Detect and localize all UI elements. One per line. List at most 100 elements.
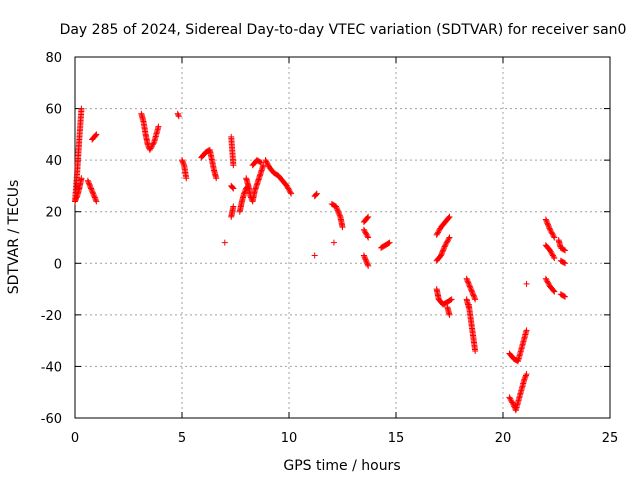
y-tick-label: 60 (45, 103, 62, 118)
data-series-seg10 (228, 133, 237, 169)
y-tick-label: 40 (45, 154, 62, 169)
data-series-seg14 (243, 162, 267, 205)
data-series-seg37 (542, 275, 558, 295)
data-point-markers (523, 280, 530, 287)
data-series-seg25 (433, 213, 453, 238)
data-point-markers (221, 239, 228, 246)
data-series-seg02 (72, 175, 85, 205)
data-series-seg40 (557, 291, 569, 300)
data-series-seg35 (542, 216, 558, 241)
data-point-markers (506, 327, 530, 365)
data-series-seg27 (433, 286, 455, 308)
data-series-seg06 (174, 110, 182, 120)
data-point-markers (463, 296, 472, 311)
data-series-seg12 (228, 182, 237, 192)
data-point-markers (249, 157, 265, 169)
y-tick-label: -40 (41, 360, 62, 375)
data-series-seg18 (311, 190, 320, 200)
data-series-seg30 (465, 301, 479, 354)
data-point-markers (228, 133, 237, 169)
data-point-markers (360, 213, 372, 226)
y-tick-label: 0 (54, 257, 62, 272)
data-point-markers (174, 110, 182, 120)
x-tick-label: 20 (495, 431, 512, 446)
data-point-markers (328, 200, 346, 231)
x-axis-label: GPS time / hours (283, 458, 400, 474)
data-point-markers (198, 146, 220, 182)
y-tick-labels: -60 -40 -20 0 20 40 60 80 (41, 51, 62, 427)
data-point-markers (228, 182, 237, 192)
x-tick-label: 25 (602, 431, 619, 446)
data-series-seg05 (138, 110, 162, 153)
data-point-markers (89, 131, 100, 143)
data-series-seg33 (506, 371, 530, 414)
data-points (72, 105, 569, 414)
data-series-seg29 (463, 275, 479, 303)
x-tick-label: 5 (178, 431, 186, 446)
x-tick-label: 0 (71, 431, 79, 446)
data-series-seg32 (506, 327, 530, 365)
data-series-seg09 (221, 239, 228, 246)
data-series-seg15 (249, 157, 265, 169)
data-series-seg17 (311, 252, 318, 259)
data-series-seg08 (198, 146, 220, 182)
data-point-markers (84, 177, 100, 205)
data-point-markers (506, 371, 530, 414)
data-point-markers (243, 162, 267, 205)
data-point-markers (557, 257, 569, 267)
data-point-markers (542, 216, 558, 241)
y-tick-label: -20 (41, 309, 62, 324)
y-axis-label: SDTVAR / TECUs (6, 180, 22, 295)
data-point-markers (138, 110, 162, 153)
y-tick-label: 80 (45, 51, 62, 66)
data-series-seg23 (360, 252, 372, 269)
data-series-seg04 (89, 131, 100, 143)
data-series-seg16 (262, 157, 295, 197)
data-series-seg11 (228, 203, 237, 220)
data-point-markers (378, 239, 393, 251)
axis-ticks (74, 56, 611, 419)
x-tick-label: 10 (281, 431, 298, 446)
data-point-markers (311, 252, 318, 259)
data-point-markers (228, 203, 237, 220)
y-tick-label: 20 (45, 206, 62, 221)
data-point-markers (311, 190, 320, 200)
data-series-seg28 (444, 304, 453, 318)
data-point-markers (72, 175, 85, 205)
x-tick-labels: 0 5 10 15 20 25 (71, 431, 618, 446)
data-series-seg31 (463, 296, 472, 311)
data-point-markers (463, 275, 479, 303)
data-point-markers (360, 252, 372, 269)
data-point-markers (262, 157, 295, 197)
plot-frame (74, 56, 611, 419)
data-point-markers (433, 234, 453, 264)
data-series-seg39 (557, 257, 569, 267)
data-series-seg26 (433, 234, 453, 264)
data-point-markers (330, 239, 337, 246)
data-series-seg24 (378, 239, 393, 251)
data-point-markers (433, 286, 455, 308)
chart-title: Day 285 of 2024, Sidereal Day-to-day VTE… (60, 22, 627, 38)
data-series-seg34 (523, 280, 530, 287)
data-series-seg03 (84, 177, 100, 205)
x-tick-label: 15 (388, 431, 405, 446)
grid-lines (75, 57, 610, 418)
data-point-markers (542, 275, 558, 295)
data-point-markers (465, 301, 479, 354)
y-tick-label: -60 (41, 412, 62, 427)
data-series-seg38 (555, 237, 569, 254)
data-point-markers (444, 304, 453, 318)
data-point-markers (542, 242, 558, 262)
data-point-markers (557, 291, 569, 300)
data-series-seg20 (330, 239, 337, 246)
data-point-markers (555, 237, 569, 254)
data-series-seg21 (360, 213, 372, 226)
data-series-seg19 (328, 200, 346, 231)
data-point-markers (179, 157, 190, 182)
data-series-seg07 (179, 157, 190, 182)
data-series-seg22 (360, 226, 372, 241)
data-series-seg36 (542, 242, 558, 262)
data-point-markers (433, 213, 453, 238)
data-point-markers (360, 226, 372, 241)
